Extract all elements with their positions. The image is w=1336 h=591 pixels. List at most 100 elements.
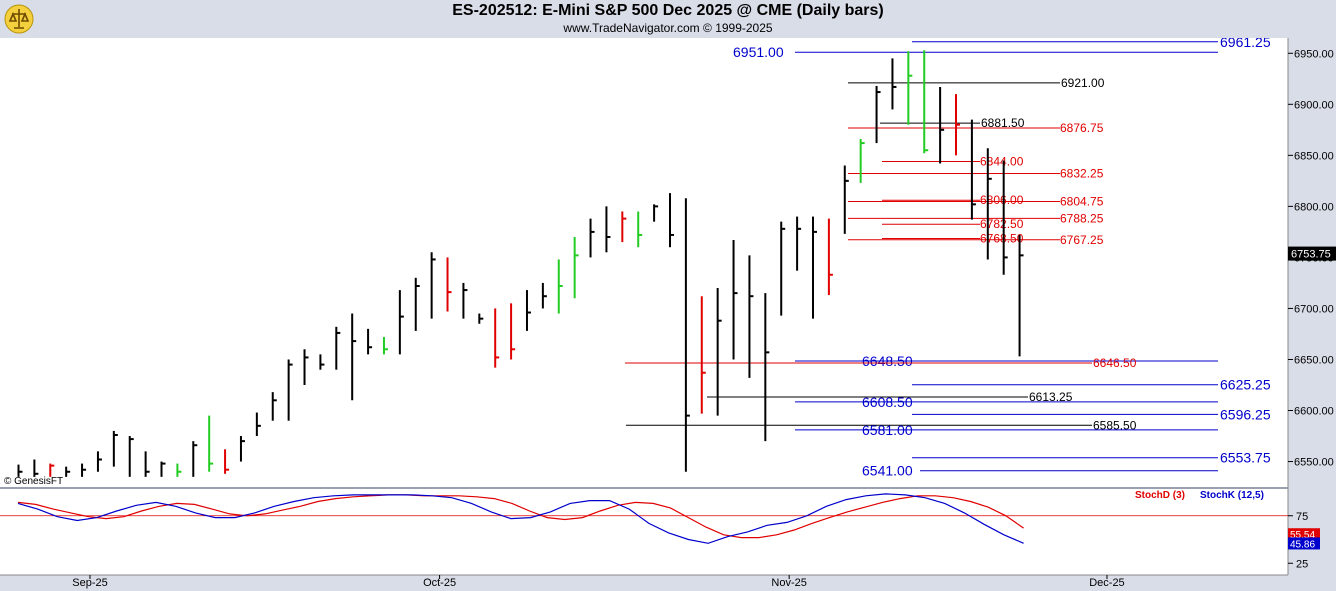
level-label: 6608.50 — [862, 394, 913, 410]
level-label: 6832.25 — [1060, 166, 1104, 180]
ohlc-bar[interactable] — [414, 277, 420, 331]
ohlc-bar[interactable] — [462, 282, 468, 319]
ohlc-bar[interactable] — [923, 50, 929, 154]
level-label: 6876.75 — [1060, 121, 1104, 135]
level-label: 6788.25 — [1060, 211, 1104, 225]
level-label: 6581.00 — [862, 422, 913, 438]
ohlc-bar[interactable] — [446, 257, 452, 312]
level-label: 6881.50 — [981, 116, 1025, 130]
stoch-d-legend: StochD (3) — [1135, 490, 1185, 501]
price-tick-label: 6850.00 — [1294, 150, 1334, 162]
ohlc-bar[interactable] — [398, 290, 404, 355]
ohlc-bar[interactable] — [335, 326, 341, 370]
ohlc-bar[interactable] — [764, 293, 770, 442]
ohlc-bar[interactable] — [81, 463, 87, 477]
ohlc-bar[interactable] — [748, 255, 754, 378]
chart-subtitle: www.TradeNavigator.com © 1999-2025 — [563, 21, 773, 35]
ohlc-bar[interactable] — [859, 139, 865, 183]
ohlc-bar[interactable] — [17, 464, 23, 477]
price-tick-label: 6600.00 — [1294, 406, 1334, 418]
ohlc-bar[interactable] — [478, 313, 484, 324]
ohlc-bar[interactable] — [239, 436, 245, 462]
ohlc-bar[interactable] — [1018, 234, 1024, 357]
ohlc-bar[interactable] — [939, 86, 945, 164]
stoch-tick-label: 25 — [1296, 558, 1308, 570]
date-axis-band — [0, 575, 1336, 591]
ohlc-bar[interactable] — [49, 463, 55, 477]
price-tick-label: 6950.00 — [1294, 48, 1334, 60]
level-label: 6951.00 — [733, 44, 784, 60]
level-label: 6553.75 — [1220, 450, 1271, 466]
ohlc-bar[interactable] — [589, 218, 595, 258]
ohlc-bar[interactable] — [65, 466, 71, 477]
ohlc-bar[interactable] — [796, 216, 802, 271]
price-tick-label: 6800.00 — [1294, 201, 1334, 213]
ohlc-bar[interactable] — [827, 218, 833, 296]
ohlc-bar[interactable] — [128, 436, 134, 477]
ohlc-bar[interactable] — [224, 449, 230, 474]
ohlc-bar[interactable] — [319, 354, 325, 370]
ohlc-bar[interactable] — [653, 204, 659, 222]
ohlc-bar[interactable] — [684, 198, 690, 472]
ohlc-bar[interactable] — [494, 308, 500, 368]
price-tick-label: 6700.00 — [1294, 303, 1334, 315]
price-bars[interactable] — [17, 50, 1024, 477]
stoch-d-value: 55.54 — [1290, 530, 1315, 541]
ohlc-bar[interactable] — [255, 412, 261, 437]
ohlc-bar[interactable] — [525, 290, 531, 331]
chart-title: ES-202512: E-Mini S&P 500 Dec 2025 @ CME… — [452, 2, 884, 19]
level-label: 6625.25 — [1220, 377, 1271, 393]
price-axis: 6550.006600.006650.006700.006750.006800.… — [1287, 38, 1336, 575]
level-label: 6648.50 — [862, 353, 913, 369]
ohlc-bar[interactable] — [573, 236, 579, 299]
ohlc-bar[interactable] — [637, 211, 643, 248]
last-price-flag — [1288, 246, 1336, 261]
ohlc-bar[interactable] — [176, 463, 182, 477]
date-axis: Sep-25 Oct-25 Nov-25 Dec-25 — [0, 574, 1336, 591]
ohlc-bar[interactable] — [716, 288, 722, 416]
ohlc-bar[interactable] — [382, 337, 388, 355]
level-label: 6921.00 — [1061, 76, 1105, 90]
ohlc-bar[interactable] — [875, 85, 881, 144]
ohlc-bar[interactable] — [351, 313, 357, 401]
ohlc-bar[interactable] — [160, 461, 166, 477]
price-tick-label: 6900.00 — [1294, 99, 1334, 111]
level-label: 6806.00 — [980, 193, 1024, 207]
date-label: Nov-25 — [771, 577, 806, 589]
ohlc-bar[interactable] — [510, 303, 516, 360]
ohlc-bar[interactable] — [700, 296, 706, 414]
ohlc-bar[interactable] — [955, 94, 961, 156]
ohlc-bar[interactable] — [287, 359, 293, 421]
ohlc-bar[interactable] — [907, 51, 913, 125]
ohlc-bar[interactable] — [96, 451, 102, 472]
stoch-k-legend: StochK (12,5) — [1200, 490, 1264, 501]
ohlc-bar[interactable] — [780, 221, 786, 316]
ohlc-bar[interactable] — [208, 415, 214, 472]
ohlc-bar[interactable] — [112, 430, 118, 467]
ohlc-bar[interactable] — [144, 451, 150, 477]
ohlc-bar[interactable] — [732, 240, 738, 360]
ohlc-bar[interactable] — [621, 211, 627, 243]
ohlc-bar[interactable] — [33, 459, 39, 477]
ohlc-bar[interactable] — [986, 148, 992, 260]
ohlc-bar[interactable] — [303, 349, 309, 385]
ohlc-bar[interactable] — [668, 193, 674, 248]
ohlc-bar[interactable] — [367, 328, 373, 355]
ohlc-bar[interactable] — [812, 216, 817, 319]
ohlc-bar[interactable] — [557, 259, 563, 314]
ohlc-bar[interactable] — [541, 282, 547, 309]
ohlc-bar[interactable] — [605, 206, 611, 253]
price-tick-label: 6650.00 — [1294, 354, 1334, 366]
level-label: 6646.50 — [1093, 356, 1137, 370]
ohlc-bar[interactable] — [271, 392, 277, 421]
ohlc-bar[interactable] — [843, 165, 849, 234]
ohlc-bar[interactable] — [1002, 160, 1008, 275]
level-label: 6596.25 — [1220, 406, 1271, 422]
ohlc-bar[interactable] — [430, 252, 436, 319]
chart-header: ES-202512: E-Mini S&P 500 Dec 2025 @ CME… — [0, 0, 1336, 38]
ohlc-bar[interactable] — [891, 58, 897, 110]
genesis-watermark: © GenesisFT — [4, 476, 63, 487]
ohlc-bar[interactable] — [970, 119, 976, 220]
ohlc-bar[interactable] — [192, 441, 198, 477]
